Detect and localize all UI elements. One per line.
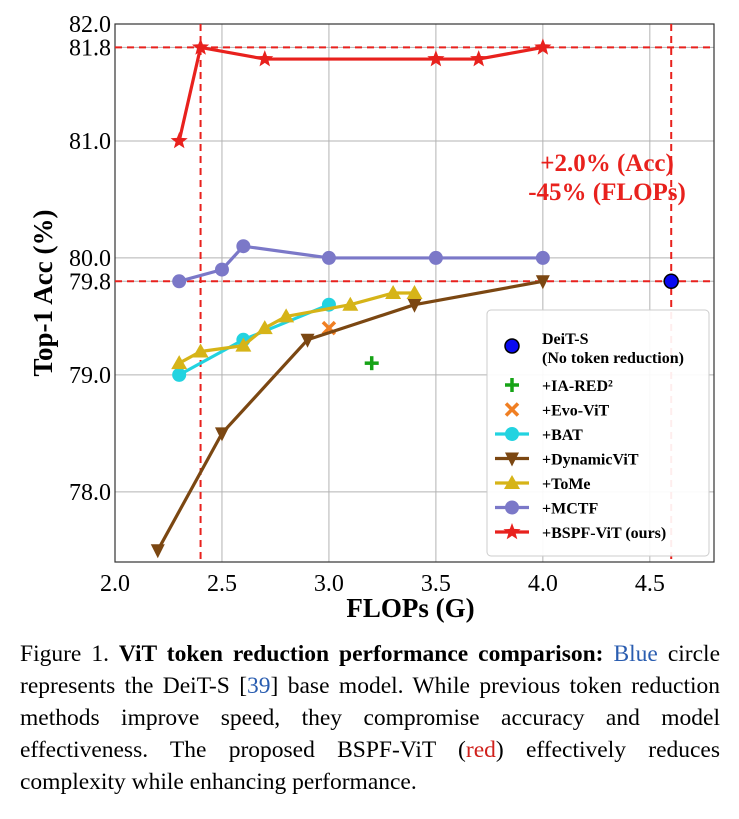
- data-point: [663, 273, 679, 290]
- annotation-line: -45% (FLOPs): [528, 179, 686, 206]
- y-tick-label: 79.8: [69, 269, 111, 295]
- legend: DeiT-S (No token reduction) +IA-RED² +Evo-V…: [486, 309, 710, 557]
- y-tick-label: 79.0: [69, 363, 111, 389]
- figure-caption: Figure 1. ViT token reduction performanc…: [20, 638, 720, 798]
- series-dynamicvit: [150, 275, 550, 559]
- legend-marker: [505, 452, 519, 467]
- legend-marker: [505, 500, 519, 515]
- legend-marker: [504, 475, 520, 489]
- data-point: [427, 50, 445, 67]
- y-tick-label: 81.0: [69, 129, 111, 155]
- x-stroke: [321, 320, 337, 336]
- data-point: [364, 356, 379, 371]
- caption-blue-word: Blue: [613, 641, 658, 667]
- x-tick-label: 4.0: [528, 571, 558, 597]
- data-point: [172, 274, 187, 289]
- series-mctf: [172, 239, 550, 289]
- data-point: [150, 544, 165, 559]
- data-point: [300, 333, 315, 348]
- series-tome: [171, 285, 423, 370]
- legend-item: +ToMe: [495, 475, 591, 493]
- data-point: [406, 285, 423, 299]
- data-point: [470, 50, 488, 67]
- data-point: [385, 285, 402, 299]
- series-line: [178, 244, 543, 283]
- data-point: [172, 367, 187, 382]
- legend-item: +BSPF-ViT (ours): [495, 523, 666, 542]
- data-point: [535, 275, 550, 290]
- caption-ref-link[interactable]: 39: [247, 673, 271, 699]
- data-point: [535, 250, 550, 265]
- data-point: [342, 296, 359, 311]
- data-point: [235, 337, 252, 352]
- legend-box: [486, 309, 710, 557]
- data-point: [170, 132, 188, 149]
- chart: 2.0 2.5 3.0 3.5 4.0 4.5 78.0 79.0 79.880.0 81.0 81…: [28, 12, 715, 623]
- caption-red-word: red: [465, 737, 496, 763]
- data-point: [256, 320, 273, 335]
- legend-item: +IA-RED²: [505, 378, 613, 395]
- legend-item: +BAT: [495, 427, 583, 444]
- y-tick-label: 80.0: [69, 246, 111, 272]
- legend-item: +Evo-ViT: [504, 402, 610, 420]
- x-tick-label: 2.0: [100, 571, 130, 597]
- legend-marker: [503, 523, 521, 540]
- x-tick-label: 3.0: [314, 571, 344, 597]
- legend-label: +BSPF-ViT (ours): [542, 525, 666, 542]
- y-tick-label: 81.8: [69, 35, 111, 61]
- plot-frame: [114, 23, 715, 563]
- caption-text-2: ] base model. While previous token reduc…: [20, 673, 721, 763]
- legend-marker: [505, 378, 519, 392]
- data-point: [534, 38, 552, 55]
- x-tick-label: 4.5: [635, 571, 665, 597]
- series-line: [177, 45, 544, 142]
- y-tick-label: 82.0: [69, 12, 111, 38]
- data-point: [214, 427, 229, 442]
- legend-label: +DynamicViT: [542, 452, 639, 469]
- series-line: [178, 291, 415, 365]
- data-point: [407, 298, 422, 313]
- legend-label: +MCTF: [542, 501, 598, 518]
- legend-marker: [504, 402, 520, 417]
- legend-label: DeiT-S: [542, 331, 589, 348]
- data-point: [321, 250, 336, 265]
- legend-label: +IA-RED²: [542, 378, 613, 395]
- caption-text-3: ) effectively reduces complexity while e…: [20, 737, 721, 795]
- data-point: [192, 38, 210, 55]
- legend-marker: [504, 338, 520, 354]
- x-axis-label: FLOPs (G): [346, 593, 474, 623]
- data-point: [236, 239, 251, 254]
- caption-bold-title: ViT token reduction performance comparis…: [118, 641, 604, 667]
- x-tick-label: 2.5: [207, 571, 237, 597]
- data-point: [214, 262, 229, 277]
- series-deit-s: [663, 273, 679, 290]
- data-point: [171, 355, 188, 370]
- series-ia-red: [364, 356, 379, 371]
- data-point: [256, 50, 274, 67]
- x-tick-label: 3.5: [421, 571, 451, 597]
- legend-label-2: (No token reduction): [542, 350, 684, 367]
- y-axis-label: Top-1 Acc (%): [28, 210, 58, 377]
- data-point: [278, 308, 295, 323]
- legend-item: +MCTF: [495, 500, 598, 518]
- data-point: [192, 343, 209, 358]
- legend-label: +BAT: [542, 427, 583, 444]
- data-point: [428, 250, 443, 265]
- x-stroke: [504, 402, 520, 417]
- legend-label: +Evo-ViT: [542, 403, 610, 420]
- caption-text-1: circle represents the DeiT-S [: [20, 641, 720, 699]
- legend-label: +ToMe: [542, 476, 591, 493]
- y-tick-label: 78.0: [69, 480, 111, 506]
- legend-item: +DynamicViT: [495, 452, 639, 469]
- legend-item: DeiT-S (No token reduction): [504, 331, 684, 367]
- legend-marker: [505, 427, 519, 441]
- series-bspf-vit-ours: [170, 38, 552, 149]
- annotation-line: +2.0% (Acc): [540, 150, 674, 177]
- series-line: [156, 279, 544, 552]
- caption-label: Figure 1.: [20, 641, 109, 667]
